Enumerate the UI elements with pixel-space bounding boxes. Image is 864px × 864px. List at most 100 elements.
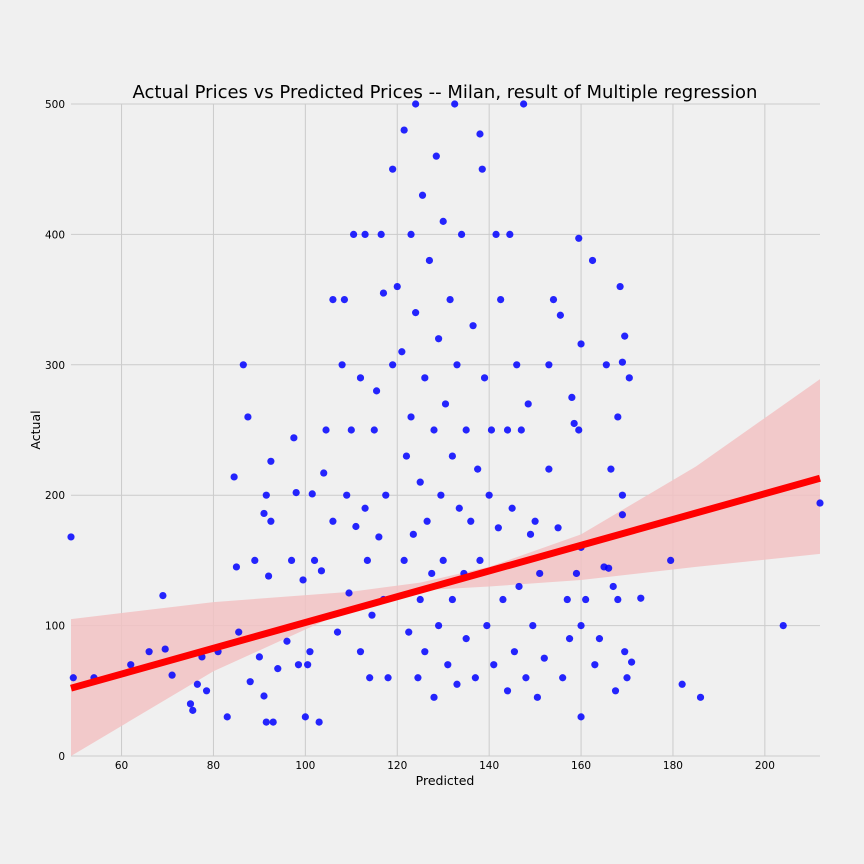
data-point [384, 674, 392, 682]
data-point [361, 504, 369, 512]
data-point [329, 517, 337, 525]
data-point [618, 358, 627, 366]
x-tick-label: 100 [295, 760, 315, 772]
data-point [503, 426, 512, 434]
data-point [446, 296, 454, 304]
x-axis-label: Predicted [416, 773, 475, 788]
data-point [423, 517, 431, 525]
data-point [189, 706, 197, 714]
data-point [283, 637, 291, 645]
data-point [577, 622, 585, 630]
data-point [609, 582, 617, 591]
data-point [478, 165, 486, 173]
data-point [492, 230, 500, 238]
data-point [223, 713, 231, 721]
data-point [127, 661, 135, 669]
data-point [487, 426, 496, 434]
data-point [667, 556, 675, 565]
data-point [611, 687, 620, 695]
data-point [412, 309, 420, 317]
data-point [607, 465, 615, 473]
data-point [425, 256, 434, 265]
data-point [421, 648, 429, 656]
data-point [262, 718, 270, 726]
data-point [287, 556, 296, 565]
data-point [168, 671, 176, 679]
data-point [696, 693, 705, 701]
data-point [526, 530, 535, 538]
y-tick-label: 100 [45, 621, 65, 633]
data-point [513, 361, 521, 369]
data-point [621, 332, 629, 340]
data-point [338, 361, 346, 369]
data-point [230, 473, 238, 481]
data-point [308, 490, 316, 498]
confidence-interval-band [71, 379, 820, 756]
data-point [435, 622, 443, 630]
regression-line-group [70, 474, 821, 692]
data-point [389, 165, 397, 173]
data-point [510, 648, 519, 656]
data-point [453, 680, 461, 688]
data-point [545, 361, 553, 369]
data-point [494, 524, 502, 532]
data-point [400, 126, 408, 134]
data-point [246, 678, 254, 686]
data-point [621, 648, 629, 656]
data-point [370, 426, 378, 434]
data-point [595, 635, 604, 643]
data-point [556, 311, 564, 319]
data-point [393, 282, 401, 291]
data-point [816, 499, 824, 507]
data-point [267, 517, 275, 525]
regression-line [70, 474, 821, 692]
data-point [389, 361, 397, 369]
data-point [349, 230, 358, 238]
data-point [572, 569, 581, 578]
data-point [575, 426, 583, 434]
data-point [333, 628, 342, 636]
x-tick-label: 120 [387, 760, 407, 772]
data-point [545, 465, 553, 473]
data-point [304, 661, 312, 669]
x-tick-label: 160 [571, 760, 591, 772]
data-point [418, 191, 427, 199]
x-tick-label: 200 [755, 760, 775, 772]
data-point [467, 517, 475, 525]
data-point [469, 322, 477, 330]
data-point [451, 100, 459, 108]
data-point [292, 488, 300, 497]
data-point [202, 687, 211, 695]
data-point [262, 491, 270, 499]
data-point [577, 340, 585, 348]
data-point [623, 674, 631, 682]
data-point [405, 628, 413, 636]
data-point [582, 595, 590, 604]
y-tick-label: 400 [45, 229, 65, 241]
data-point [614, 413, 622, 421]
data-point [161, 645, 169, 653]
data-point [549, 296, 558, 304]
data-point [628, 658, 636, 666]
data-point [540, 654, 548, 662]
data-point [274, 665, 282, 673]
data-point [315, 718, 323, 726]
data-point [602, 361, 610, 369]
data-point [462, 635, 470, 643]
data-point [294, 661, 303, 669]
data-point [517, 426, 525, 434]
tick-labels: 60 80 100 120 140 160 180 200 0 100 200 300 400 500 [45, 99, 775, 772]
x-tick-label: 60 [115, 760, 128, 772]
data-point [490, 661, 498, 669]
data-point [235, 628, 243, 636]
data-point [428, 569, 436, 578]
data-point [407, 413, 415, 421]
data-point [536, 569, 544, 578]
data-point [503, 687, 512, 695]
data-point [474, 465, 482, 473]
data-point [352, 522, 360, 531]
data-point [531, 517, 539, 525]
data-point [616, 282, 624, 291]
data-point [363, 556, 371, 565]
data-point [407, 230, 415, 238]
